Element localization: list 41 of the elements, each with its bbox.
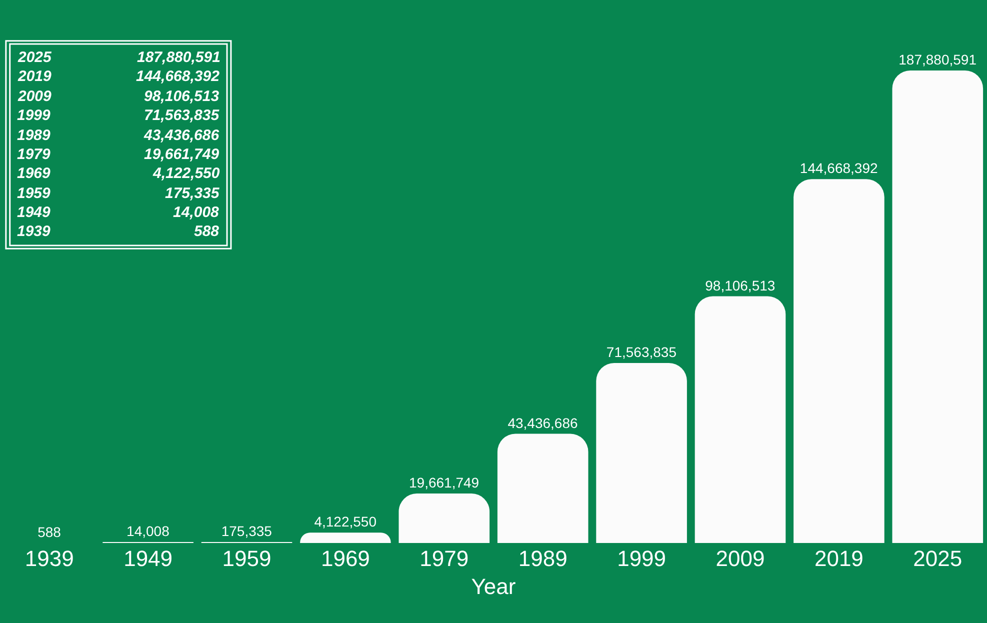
text: 144,668,392 — [136, 68, 220, 85]
data-label: 14,008 — [126, 523, 170, 539]
data-label: 588 — [38, 524, 62, 540]
data-label: 144,668,392 — [800, 160, 878, 176]
x-tick-label: 1999 — [617, 546, 666, 571]
category-label: 2019 — [18, 68, 52, 85]
category-label: 1969 — [17, 165, 50, 182]
text: 43,436,686 — [144, 127, 220, 144]
x-tick-label: 1949 — [124, 546, 173, 571]
text: 71,563,835 — [144, 107, 220, 124]
data-label: 71,563,835 — [606, 344, 677, 360]
text: 187,880,591 — [137, 49, 220, 66]
x-tick-label: 1959 — [222, 546, 272, 571]
category-label: 1979 — [17, 146, 50, 163]
x-tick-label: 1969 — [320, 546, 370, 571]
data-label: 4,122,550 — [314, 514, 377, 530]
text: 19,661,749 — [144, 146, 220, 163]
x-tick-label: 1979 — [420, 546, 469, 571]
text: 4,122,550 — [153, 165, 220, 182]
data-label: 98,106,513 — [705, 277, 776, 294]
category-label: 2025 — [18, 49, 52, 66]
category-label: 2009 — [18, 88, 52, 105]
data-label: 187,880,591 — [898, 51, 977, 68]
x-axis-title: Year — [471, 574, 516, 599]
x-tick-label: 2009 — [716, 546, 765, 571]
category-label: 1989 — [17, 127, 50, 144]
category-label: 1939 — [17, 223, 50, 240]
x-tick-label: 2019 — [814, 546, 864, 571]
x-tick-label: 1989 — [518, 546, 568, 571]
category-label: 1999 — [17, 107, 50, 124]
data-label: 19,661,749 — [409, 474, 480, 491]
text: 588 — [194, 223, 220, 240]
x-tick-label: 2025 — [913, 546, 962, 571]
x-tick-label: 1939 — [24, 546, 74, 571]
category-label: 1949 — [17, 204, 50, 221]
data-label: 43,436,686 — [508, 414, 578, 431]
data-label: 175,335 — [221, 523, 272, 539]
text: 175,335 — [165, 185, 220, 202]
text: 98,106,513 — [144, 88, 220, 105]
category-label: 1959 — [17, 185, 50, 202]
text: 14,008 — [173, 204, 219, 221]
